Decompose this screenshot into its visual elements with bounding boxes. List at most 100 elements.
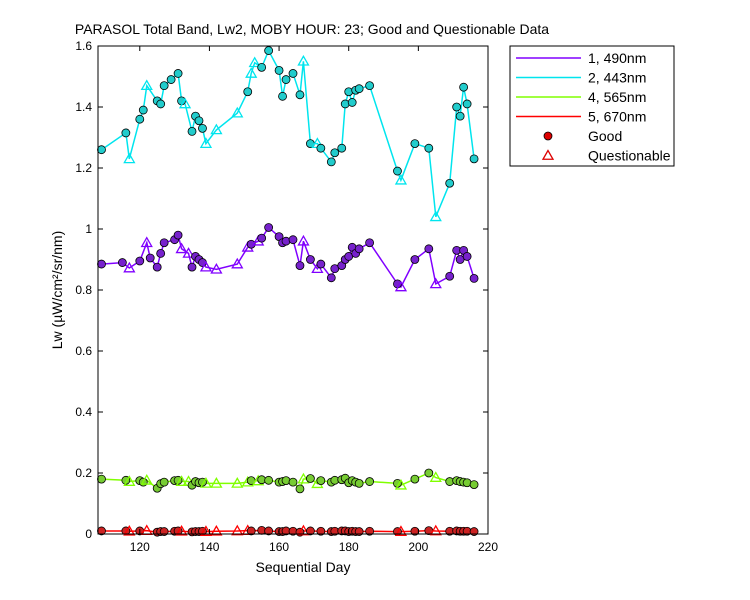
series-1 bbox=[97, 46, 479, 222]
questionable-point bbox=[394, 173, 408, 185]
good-point bbox=[365, 81, 375, 91]
good-point bbox=[159, 81, 169, 91]
good-point bbox=[97, 259, 106, 269]
good-point bbox=[469, 154, 479, 164]
questionable-point bbox=[245, 67, 258, 78]
good-point bbox=[117, 258, 127, 267]
series-0 bbox=[97, 223, 479, 292]
good-point bbox=[316, 143, 326, 153]
good-point bbox=[159, 238, 169, 248]
good-point bbox=[469, 480, 479, 489]
good-point bbox=[295, 484, 305, 494]
y-tick-label: 0.4 bbox=[75, 405, 92, 419]
questionable-point bbox=[199, 477, 213, 488]
y-tick-label: 0.8 bbox=[75, 283, 92, 297]
good-point bbox=[410, 526, 420, 536]
questionable-point bbox=[231, 257, 244, 269]
good-point bbox=[246, 526, 256, 536]
y-tick-label: 0 bbox=[85, 527, 92, 541]
questionable-point bbox=[429, 471, 442, 482]
legend-label: 1, 490nm bbox=[588, 50, 646, 66]
good-point bbox=[347, 98, 357, 107]
good-point bbox=[288, 69, 298, 78]
questionable-point bbox=[297, 54, 310, 66]
questionable-point bbox=[297, 524, 310, 536]
good-point bbox=[462, 252, 472, 261]
questionable-point bbox=[210, 262, 223, 274]
chart-title: PARASOL Total Band, Lw2, MOBY HOUR: 23; … bbox=[75, 21, 549, 37]
good-point bbox=[173, 69, 183, 78]
good-point bbox=[393, 166, 402, 176]
x-tick-label: 180 bbox=[339, 540, 359, 554]
legend-label: Good bbox=[588, 128, 622, 144]
questionable-point bbox=[175, 475, 188, 486]
good-point bbox=[173, 230, 183, 240]
good-point bbox=[295, 261, 305, 271]
questionable-point bbox=[429, 277, 442, 289]
x-tick-label: 220 bbox=[478, 540, 498, 554]
legend-label: 4, 565nm bbox=[588, 89, 646, 105]
questionable-point bbox=[178, 97, 192, 109]
legend-label: Questionable bbox=[588, 148, 671, 164]
questionable-point bbox=[175, 524, 188, 536]
good-point bbox=[410, 255, 420, 264]
questionable-point bbox=[123, 475, 136, 486]
legend-questionable-marker bbox=[541, 149, 555, 160]
questionable-point bbox=[210, 524, 223, 536]
good-point bbox=[145, 253, 155, 263]
good-point bbox=[306, 255, 315, 264]
x-tick-label: 200 bbox=[408, 540, 428, 554]
questionable-point bbox=[231, 524, 244, 536]
good-point bbox=[424, 143, 434, 153]
good-point bbox=[97, 474, 106, 484]
good-point bbox=[295, 90, 305, 100]
questionable-point bbox=[394, 525, 408, 536]
questionable-point bbox=[199, 137, 213, 149]
good-point bbox=[445, 271, 455, 281]
good-point bbox=[326, 273, 336, 283]
y-tick-label: 1.2 bbox=[75, 161, 92, 175]
good-point bbox=[288, 235, 298, 245]
good-point bbox=[337, 143, 347, 153]
good-point bbox=[424, 468, 434, 478]
good-point bbox=[455, 111, 465, 121]
questionable-point bbox=[248, 56, 261, 68]
questionable-point bbox=[140, 236, 153, 248]
good-point bbox=[135, 114, 145, 124]
good-point bbox=[257, 233, 267, 243]
questionable-point bbox=[210, 477, 223, 488]
good-point bbox=[264, 475, 274, 485]
good-point bbox=[306, 526, 315, 536]
good-point bbox=[281, 75, 291, 84]
good-point bbox=[278, 91, 287, 101]
good-point bbox=[194, 116, 204, 126]
good-point bbox=[462, 99, 472, 109]
questionable-point bbox=[140, 79, 153, 91]
legend-label: 5, 670nm bbox=[588, 109, 646, 125]
good-point bbox=[365, 238, 375, 248]
good-point bbox=[187, 262, 197, 272]
good-point bbox=[326, 157, 336, 167]
y-tick-label: 0.2 bbox=[75, 466, 92, 480]
questionable-point bbox=[429, 524, 442, 536]
good-point bbox=[198, 123, 207, 133]
questionable-point bbox=[231, 106, 244, 118]
good-point bbox=[246, 239, 256, 249]
good-point bbox=[459, 82, 469, 92]
questionable-point bbox=[175, 242, 188, 254]
good-point bbox=[410, 474, 420, 484]
legend-box bbox=[509, 45, 675, 167]
good-point bbox=[121, 128, 131, 138]
good-point bbox=[306, 474, 315, 483]
good-point bbox=[445, 178, 455, 188]
good-point bbox=[135, 256, 145, 266]
good-point bbox=[354, 478, 364, 488]
legend: 1, 490nm 2, 443nm 4, 565nm 5, 670nm Good Ques… bbox=[509, 45, 675, 167]
y-axis-title: Lw (µW/cm²/sr/nm) bbox=[49, 231, 65, 350]
questionable-point bbox=[199, 260, 213, 272]
questionable-point bbox=[394, 478, 408, 490]
good-point bbox=[452, 102, 462, 112]
good-point bbox=[365, 477, 375, 486]
questionable-point bbox=[429, 210, 442, 222]
plot-layer bbox=[97, 46, 479, 537]
